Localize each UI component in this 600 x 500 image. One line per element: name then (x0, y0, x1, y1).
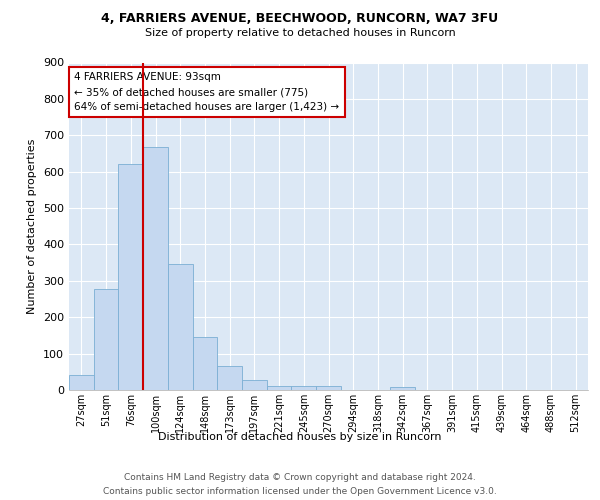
Bar (168, 264, 193, 390)
Bar (193, 337, 217, 390)
Bar (242, 380, 267, 390)
Bar (94, 289, 118, 390)
Bar (69, 374, 94, 390)
Bar (390, 387, 415, 390)
Text: Contains public sector information licensed under the Open Government Licence v3: Contains public sector information licen… (103, 488, 497, 496)
Text: Size of property relative to detached houses in Runcorn: Size of property relative to detached ho… (145, 28, 455, 38)
Bar (316, 386, 341, 390)
Text: 4, FARRIERS AVENUE, BEECHWOOD, RUNCORN, WA7 3FU: 4, FARRIERS AVENUE, BEECHWOOD, RUNCORN, … (101, 12, 499, 26)
Bar (217, 366, 242, 390)
Text: 4 FARRIERS AVENUE: 93sqm
← 35% of detached houses are smaller (775)
64% of semi-: 4 FARRIERS AVENUE: 93sqm ← 35% of detach… (74, 72, 340, 112)
Bar (267, 386, 292, 390)
Text: Contains HM Land Registry data © Crown copyright and database right 2024.: Contains HM Land Registry data © Crown c… (124, 472, 476, 482)
Bar (292, 386, 316, 390)
Text: Distribution of detached houses by size in Runcorn: Distribution of detached houses by size … (158, 432, 442, 442)
Bar (143, 147, 168, 390)
Y-axis label: Number of detached properties: Number of detached properties (28, 138, 37, 314)
Bar (118, 164, 143, 390)
